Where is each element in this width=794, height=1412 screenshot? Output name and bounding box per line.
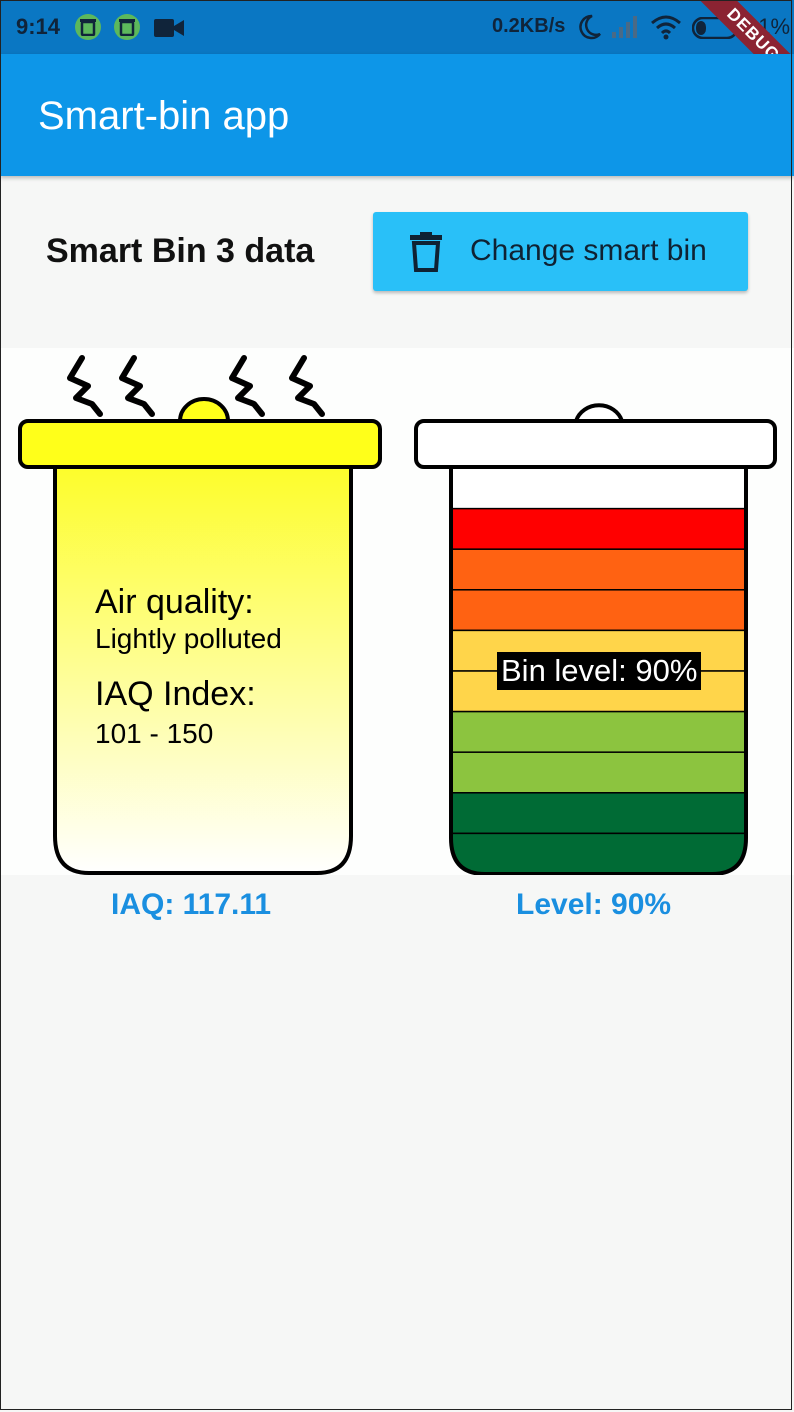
trash-icon <box>75 14 101 40</box>
air-quality-bin <box>18 355 382 875</box>
wifi-icon <box>650 14 682 45</box>
level-reading: Level: 90% <box>516 888 672 921</box>
iaq-reading: IAQ: 117.11 <box>111 888 272 921</box>
signal-icon <box>610 14 638 45</box>
change-smart-bin-button[interactable]: Change smart bin <box>373 212 748 291</box>
air-quality-value: Lightly polluted <box>95 623 282 654</box>
level-segment <box>451 792 746 835</box>
status-bar: 9:14 0.2KB/s 21% <box>0 0 794 54</box>
bin-level-label: Bin level: 90% <box>497 652 702 690</box>
status-time: 9:14 <box>16 14 61 39</box>
level-segment <box>451 751 746 794</box>
level-segment <box>451 589 746 632</box>
level-segment <box>451 832 746 874</box>
iaq-index-label: IAQ Index: <box>95 675 256 713</box>
air-quality-label: Air quality: <box>95 583 254 621</box>
level-segment <box>451 710 746 753</box>
app-bar: Smart-bin app <box>0 54 794 176</box>
level-bin <box>414 403 777 875</box>
app-title: Smart-bin app <box>38 94 290 138</box>
level-segment <box>451 507 746 550</box>
level-segment <box>451 548 746 591</box>
iaq-index-range: 101 - 150 <box>95 718 214 749</box>
moon-icon <box>578 14 602 45</box>
section-title: Smart Bin 3 data <box>46 232 315 270</box>
network-speed: 0.2KB/s <box>492 15 566 37</box>
trash-icon <box>410 232 442 277</box>
video-camera-icon <box>154 18 184 43</box>
trash-icon <box>114 14 140 40</box>
change-smart-bin-label: Change smart bin <box>470 234 707 267</box>
smell-waves-icon <box>67 355 325 417</box>
level-segments <box>451 507 746 874</box>
